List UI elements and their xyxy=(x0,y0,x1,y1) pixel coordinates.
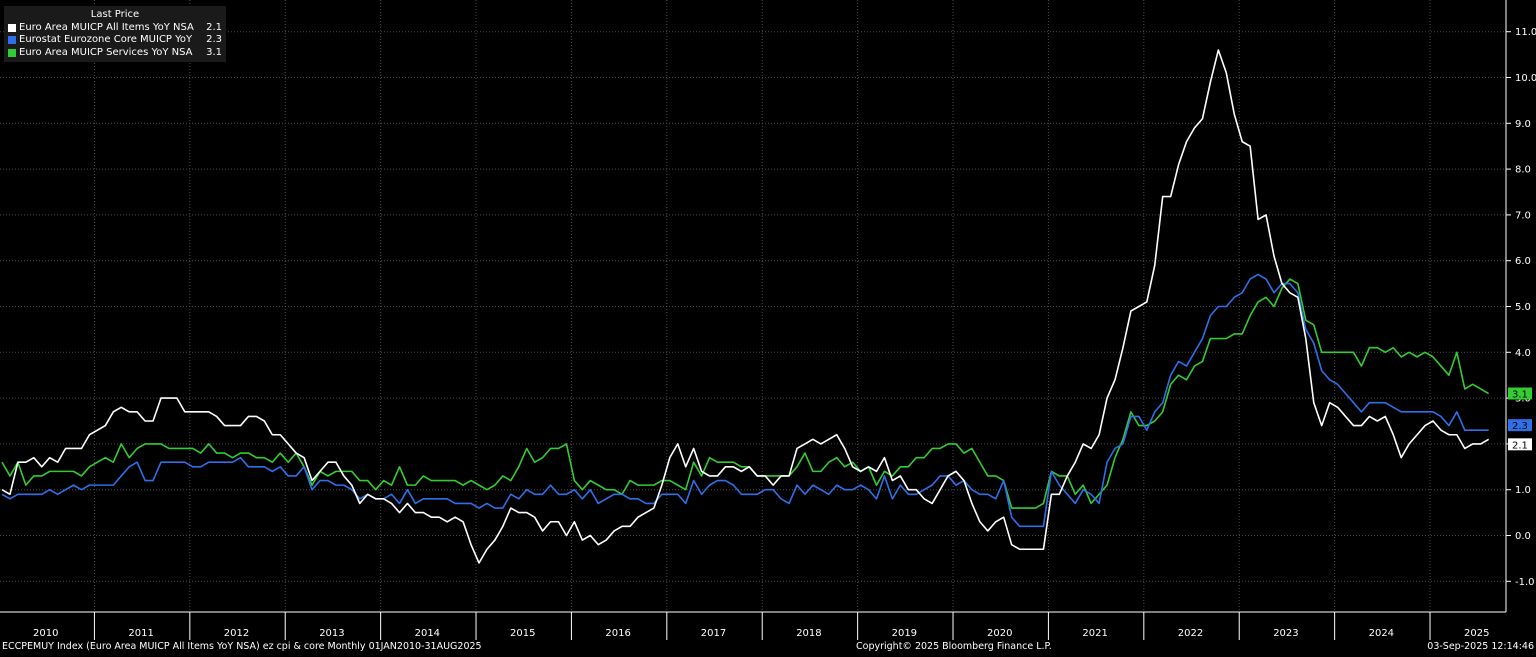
series-line-1 xyxy=(1,273,1489,528)
grid xyxy=(0,0,1506,612)
x-tick-label: 2017 xyxy=(701,628,726,639)
last-value-badge xyxy=(1508,419,1532,432)
x-tick-label: 2011 xyxy=(128,628,153,639)
last-value-labels: 3.1 2.3 2.1 xyxy=(1508,387,1532,451)
series-line-0 xyxy=(1,49,1490,564)
x-tick-label: 2024 xyxy=(1369,628,1394,639)
last-value-badge xyxy=(1508,438,1532,451)
x-tick-label: 2012 xyxy=(224,628,249,639)
footer-bar: ECCPEMUY Index (Euro Area MUICP All Item… xyxy=(0,640,1536,653)
legend-label: Eurostat Eurozone Core MUICP YoY NSA xyxy=(19,34,196,45)
footer-copyright: Copyright© 2025 Bloomberg Finance L.P. xyxy=(856,641,1052,652)
legend-item-core: Eurostat Eurozone Core MUICP YoY NSA 2.3 xyxy=(4,34,226,47)
y-tick-label: 4.0 xyxy=(1515,348,1531,359)
x-tick-label: 2020 xyxy=(987,628,1012,639)
x-tick-label: 2025 xyxy=(1464,628,1489,639)
x-tick-label: 2023 xyxy=(1273,628,1298,639)
x-tick-label: 2018 xyxy=(796,628,821,639)
legend-item-services: Euro Area MUICP Services YoY NSA 3.1 xyxy=(4,47,226,60)
legend-header: Last Price xyxy=(90,9,140,20)
legend-item-all-items: Euro Area MUICP All Items YoY NSA 2.1 xyxy=(4,22,226,35)
last-value-label: 2.3 xyxy=(1512,421,1528,432)
legend-last-value: 3.1 xyxy=(206,46,222,58)
y-tick-label: 5.0 xyxy=(1515,302,1531,313)
axes: -1.00.01.02.03.04.05.06.07.08.09.010.011… xyxy=(0,0,1536,640)
y-tick-label: 7.0 xyxy=(1515,210,1531,221)
y-tick-label: 6.0 xyxy=(1515,256,1531,267)
y-tick-label: 8.0 xyxy=(1515,165,1531,176)
x-tick-label: 2016 xyxy=(605,628,630,639)
x-tick-label: 2022 xyxy=(1178,628,1203,639)
legend-swatch xyxy=(8,36,16,45)
last-value-label: 2.1 xyxy=(1512,440,1528,451)
y-tick-label: 11.0 xyxy=(1515,27,1536,38)
legend-swatch xyxy=(8,48,16,57)
last-value-label: 3.1 xyxy=(1512,390,1528,401)
legend-swatch xyxy=(8,23,16,32)
y-tick-label: 0.0 xyxy=(1515,531,1531,542)
series-line-2 xyxy=(1,278,1490,509)
legend: Last Price Euro Area MUICP All Items YoY… xyxy=(4,6,226,62)
x-tick-label: 2014 xyxy=(415,628,440,639)
y-tick-label: 10.0 xyxy=(1515,73,1536,84)
x-tick-label: 2013 xyxy=(319,628,344,639)
footer-timestamp: 03-Sep-2025 12:14:46 xyxy=(1427,641,1534,652)
y-tick-label: 9.0 xyxy=(1515,119,1531,130)
x-tick-label: 2021 xyxy=(1082,628,1107,639)
last-value-badge xyxy=(1508,387,1532,400)
series-lines xyxy=(1,49,1490,564)
y-tick-label: -1.0 xyxy=(1515,577,1535,588)
legend-label: Euro Area MUICP Services YoY NSA xyxy=(19,46,193,58)
x-tick-label: 2010 xyxy=(33,628,58,639)
footer-security-description: ECCPEMUY Index (Euro Area MUICP All Item… xyxy=(2,641,482,652)
x-tick-label: 2015 xyxy=(510,628,535,639)
legend-last-value: 2.1 xyxy=(206,21,222,33)
legend-label: Euro Area MUICP All Items YoY NSA xyxy=(19,21,194,33)
y-tick-label: 1.0 xyxy=(1515,485,1531,496)
x-tick-label: 2019 xyxy=(892,628,917,639)
legend-last-value: 2.3 xyxy=(206,34,222,45)
